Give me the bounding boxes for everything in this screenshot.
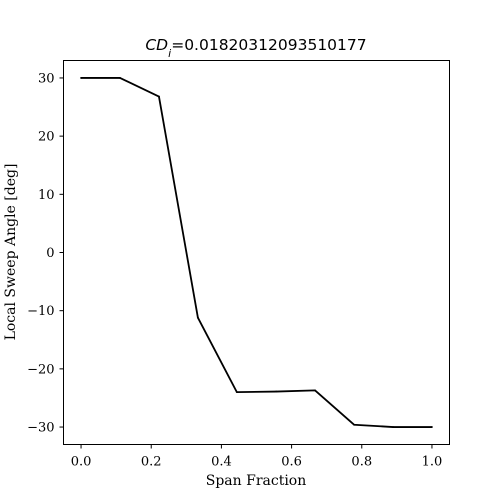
x-tick-label: 0.2 [141, 455, 162, 470]
data-point [196, 316, 199, 319]
y-axis-label: Local Sweep Angle [deg] [3, 164, 19, 341]
y-tick-label: 30 [38, 71, 55, 86]
plot-frame [63, 60, 450, 445]
data-point [392, 426, 394, 428]
x-tick-label: 0.8 [351, 455, 372, 470]
data-point [235, 391, 238, 394]
x-tick-label: 0.6 [281, 455, 302, 470]
y-tick-label: 10 [38, 188, 55, 203]
chart-title: CDi=0.01820312093510177 [145, 36, 366, 60]
x-axis: 0.0 0.2 0.4 0.6 0.8 1.0 [71, 444, 443, 470]
title-value: 0.01820312093510177 [184, 36, 366, 54]
data-point [353, 423, 355, 426]
data-point [314, 389, 317, 392]
data-point [158, 95, 160, 98]
x-tick-label: 1.0 [422, 455, 443, 470]
data-point [119, 77, 121, 79]
title-equals: = [171, 36, 184, 54]
data-point [431, 426, 433, 428]
y-tick-label: −30 [27, 421, 54, 436]
y-tick-label: −10 [27, 304, 54, 319]
x-tick-label: 0.0 [71, 455, 92, 470]
y-tick-label: 0 [46, 246, 54, 261]
title-symbol: CD [145, 36, 168, 54]
series-line-0 [81, 77, 432, 428]
x-axis-label: Span Fraction [206, 473, 307, 489]
series-layer [80, 77, 433, 428]
y-axis: 30 20 10 0 −10 −20 −30 [27, 71, 64, 436]
data-point [80, 77, 82, 79]
x-tick-label: 0.4 [211, 455, 232, 470]
y-tick-label: 20 [38, 130, 55, 145]
y-tick-label: −20 [27, 362, 54, 377]
data-point [275, 390, 278, 393]
title-subscript: i [168, 47, 171, 60]
